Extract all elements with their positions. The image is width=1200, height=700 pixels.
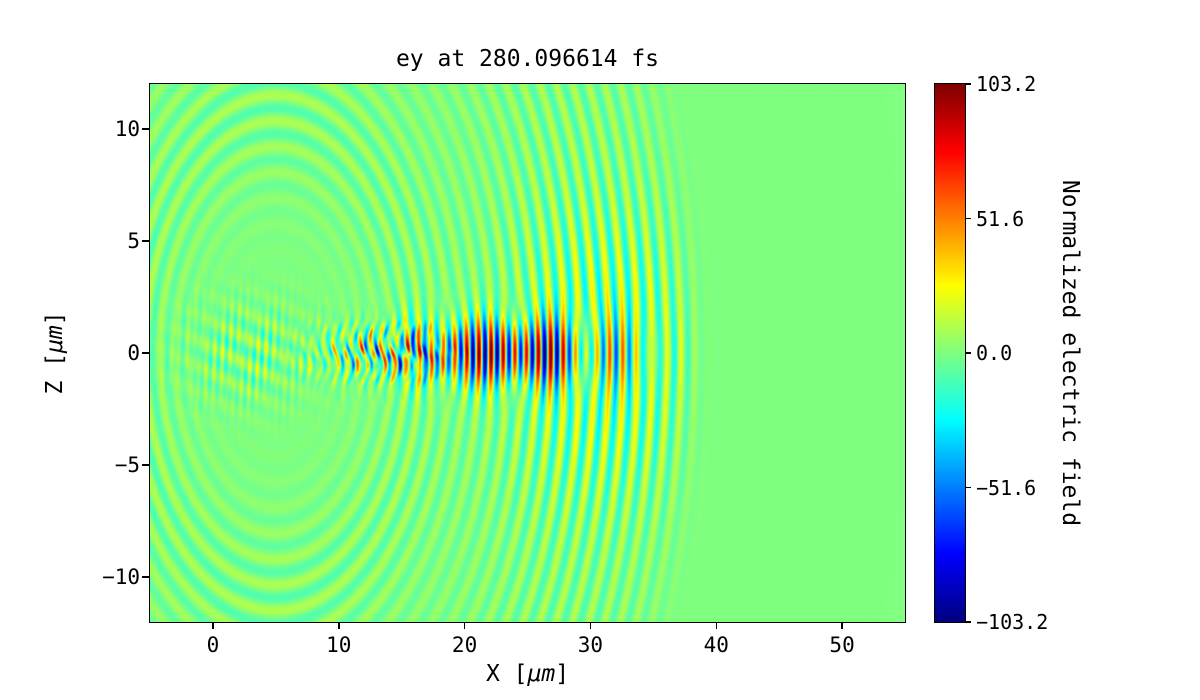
x-tick-label: 40 — [703, 633, 729, 657]
y-tick-label: −10 — [102, 565, 140, 590]
colorbar-tick-label: 0.0 — [976, 341, 1013, 365]
x-tick-mark — [841, 622, 843, 629]
y-axis-label-suffix: ] — [42, 311, 68, 326]
x-tick-mark — [589, 622, 592, 629]
plot-title: ey at 280.096614 fs — [395, 46, 660, 72]
x-tick-label: 20 — [451, 633, 478, 657]
x-axis-unit: μm — [527, 661, 556, 687]
x-tick-mark — [338, 622, 340, 629]
y-tick-mark — [142, 352, 149, 354]
heatmap-canvas — [149, 83, 906, 623]
y-tick-mark — [142, 128, 149, 130]
x-axis-label-suffix: ] — [555, 661, 570, 687]
y-tick-label: −5 — [114, 453, 140, 478]
y-tick-label: 5 — [127, 228, 140, 253]
y-tick-mark — [142, 576, 149, 578]
colorbar-tick-label: 51.6 — [976, 206, 1025, 231]
x-tick-mark — [463, 622, 466, 629]
colorbar — [934, 83, 966, 623]
colorbar-tick-mark — [965, 352, 971, 354]
x-axis-label-text: X [ — [485, 661, 528, 687]
colorbar-tick-label: −51.6 — [976, 475, 1037, 500]
colorbar-tick-label: −103.2 — [976, 610, 1049, 634]
x-tick-mark — [212, 622, 214, 629]
x-tick-label: 0 — [206, 633, 220, 657]
x-tick-mark — [715, 622, 717, 629]
colorbar-tick-label: 103.2 — [976, 72, 1037, 96]
y-tick-mark — [142, 464, 149, 466]
colorbar-label: Normalized electric field — [1057, 179, 1083, 527]
x-axis-label: X [μm] — [149, 661, 906, 687]
colorbar-tick-mark — [965, 83, 971, 85]
x-tick-label: 50 — [829, 633, 855, 657]
x-tick-label: 30 — [577, 633, 604, 657]
y-tick-mark — [142, 240, 149, 242]
colorbar-tick-mark — [965, 621, 971, 623]
x-tick-label: 10 — [326, 633, 352, 657]
y-tick-label: 0 — [127, 341, 140, 365]
colorbar-tick-mark — [965, 486, 971, 489]
colorbar-tick-mark — [965, 217, 971, 220]
y-tick-label: 10 — [114, 116, 140, 141]
